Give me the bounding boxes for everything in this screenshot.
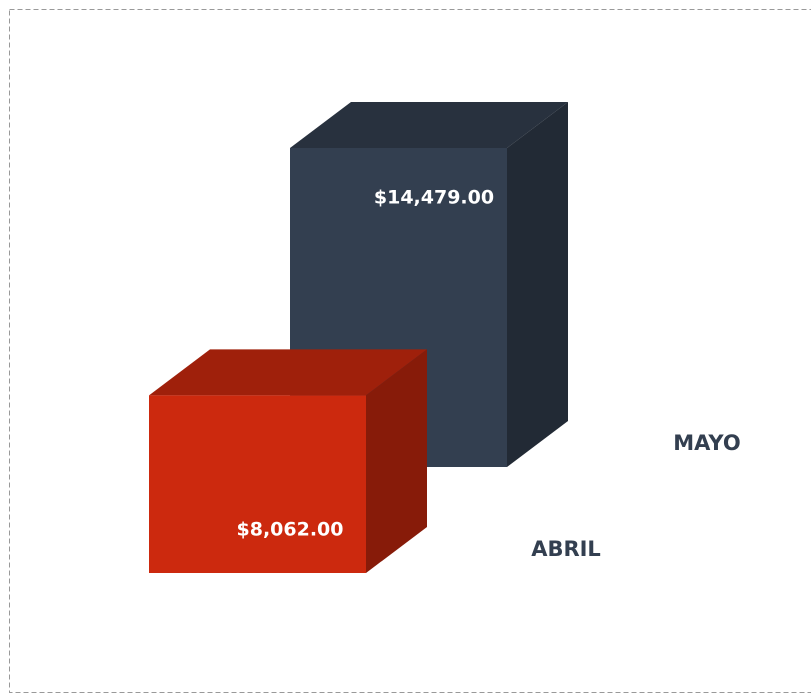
series-label: MAYO bbox=[673, 431, 740, 455]
series-label: ABRIL bbox=[531, 537, 601, 561]
bar-side bbox=[507, 102, 568, 467]
value-label: $8,062.00 bbox=[237, 519, 344, 541]
bar-side bbox=[366, 349, 427, 573]
chart-border bbox=[9, 9, 811, 693]
value-label: $14,479.00 bbox=[374, 187, 494, 209]
bar bbox=[149, 349, 427, 573]
bar-top bbox=[290, 102, 568, 148]
bar-top bbox=[149, 349, 427, 396]
bar-front bbox=[149, 395, 366, 573]
